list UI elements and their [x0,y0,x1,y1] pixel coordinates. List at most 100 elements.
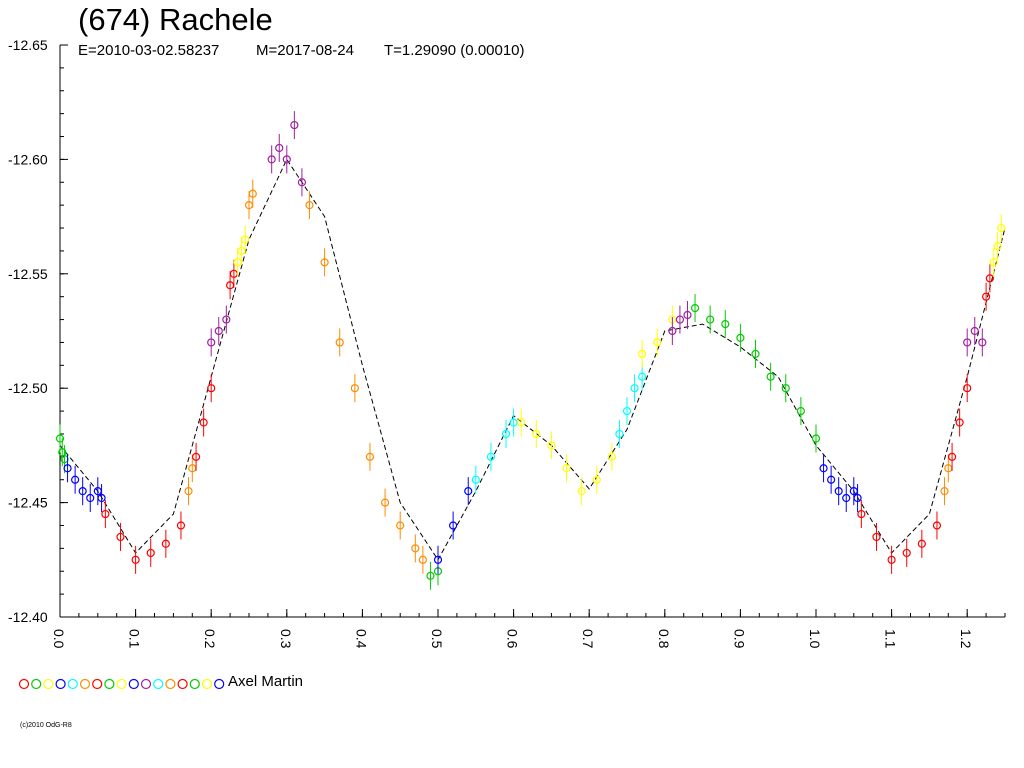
data-point [577,487,586,496]
data-point [426,571,435,580]
data-point [101,509,110,519]
data-point [86,493,95,503]
x-tick-label: 0.6 [505,629,521,649]
data-point [811,434,821,443]
x-tick-label: 0.4 [353,629,369,649]
x-tick-label: 0.0 [51,629,67,649]
data-point [940,487,949,496]
data-point [191,452,201,461]
data-point [207,384,216,393]
data-point [547,441,556,450]
data-point [842,493,851,503]
data-point [433,555,443,564]
data-point [592,475,601,484]
data-point [796,406,805,416]
x-tick-label: 0.1 [127,629,143,649]
y-tick-label: -12.45 [8,495,48,511]
x-tick-label: 1.2 [958,629,974,649]
period-label: T=1.29090 (0.00010) [384,42,525,59]
data-point [872,532,881,542]
data-point [690,304,700,313]
data-point [131,555,140,564]
fit-curve [59,158,1006,561]
legend-symbol [201,678,213,690]
data-point [630,384,639,393]
data-point [997,223,1006,233]
data-point [305,201,314,210]
y-tick-label: -12.65 [8,37,48,53]
data-point [335,338,344,347]
data-point [721,320,730,329]
data-point [853,493,862,503]
data-point [985,274,994,283]
data-point [989,258,998,267]
data-point [947,452,957,461]
data-point [766,372,775,381]
data-point [486,452,496,461]
x-tick-label: 0.8 [656,629,672,649]
data-point [736,333,745,342]
data-point [675,315,685,324]
data-point [993,242,1002,251]
data-point [241,235,250,244]
data-point [471,475,480,484]
copyright-label: (c)2010 OdG-R8 [20,722,72,729]
data-point [751,349,760,358]
data-point [396,521,405,530]
data-point [955,418,964,427]
data-point [653,338,662,347]
data-point [970,326,979,336]
data-point [290,120,299,130]
data-point [176,521,186,530]
data-point [819,464,828,473]
data-point [380,498,390,507]
data-point [222,315,231,324]
legend-symbol [92,678,103,690]
data-point [146,548,155,558]
y-tick-label: -12.55 [8,266,48,282]
data-point [63,464,72,473]
data-point [834,487,843,496]
data-point [562,464,571,473]
legend-symbol [128,678,139,690]
data-point [501,429,511,439]
x-tick-label: 0.2 [202,629,218,649]
data-point [464,487,473,496]
data-point [365,452,375,461]
data-point [887,555,896,564]
data-point [607,452,616,461]
legend-symbol [116,678,127,690]
legend-observer-label: Axel Martin [228,673,304,690]
data-point [932,521,942,530]
data-point [297,178,307,187]
data-point [981,292,991,301]
data-point [55,434,65,443]
data-point [267,155,276,164]
legend-symbol [214,678,225,690]
x-tick-label: 1.0 [807,629,823,649]
data-point [668,326,677,336]
y-tick-label: -12.50 [8,380,48,396]
x-tick-label: 0.9 [731,629,747,649]
data-point [199,418,208,427]
epoch-label: E=2010-03-02.58237 [78,42,220,59]
legend-symbol [55,678,66,690]
axes: -12.40 -12.45 -12.50 -12.55 -12.60 -12.65 0.0 0… [8,37,1006,649]
x-tick-label: 1.1 [883,629,899,649]
legend-symbol [165,678,176,690]
data-point [978,338,987,347]
fit-curve-group [59,158,1006,561]
y-tick-label: -12.60 [8,151,48,167]
data-point [411,544,420,553]
data-point [248,189,257,198]
legend-symbol [79,678,91,690]
legend-symbol [18,678,30,690]
data-point [449,521,458,530]
data-point [638,372,647,381]
data-point [622,406,632,416]
data-point [532,429,541,439]
y-tick-label: -12.40 [8,609,48,625]
legend-symbol [43,678,54,690]
data-point [78,487,87,496]
mean-date-label: M=2017-08-24 [256,42,354,59]
